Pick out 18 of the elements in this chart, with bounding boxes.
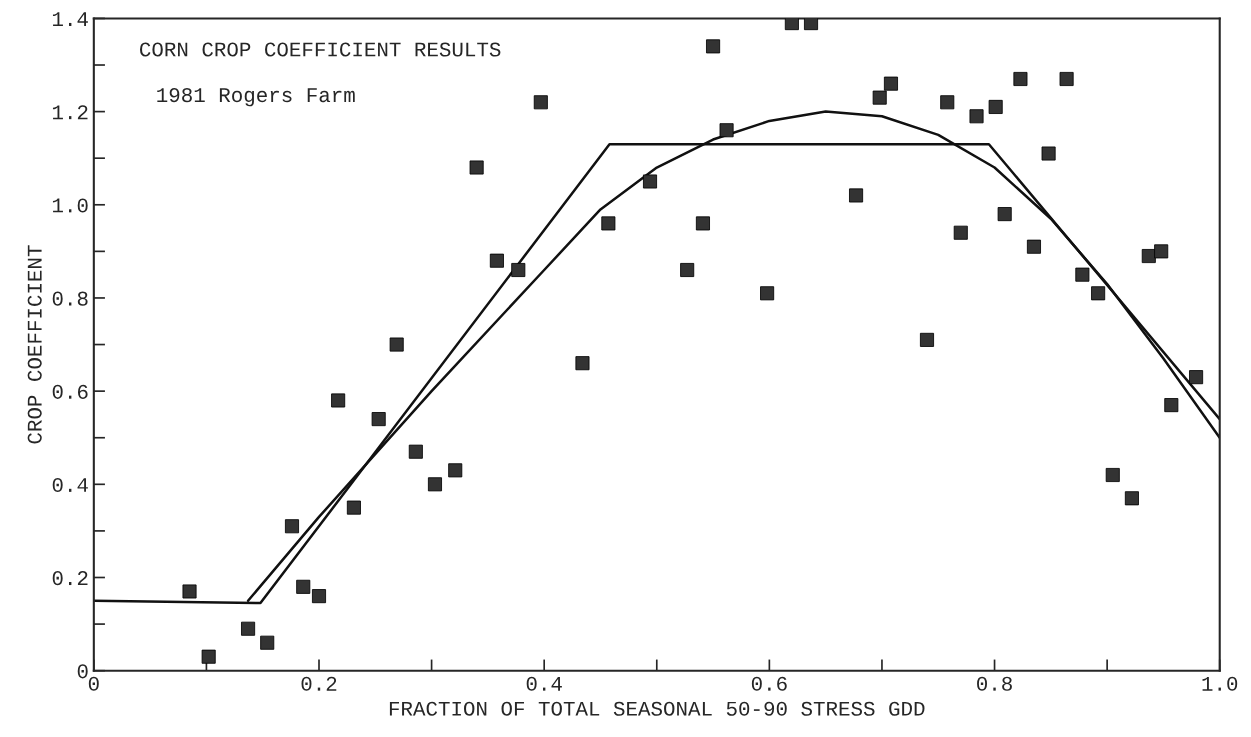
y-tick-label: 0.4 [52, 477, 88, 493]
x-tick-label: 0.4 [526, 676, 562, 691]
y-tick-label: 1.2 [52, 105, 88, 120]
annotation: 1981 Rogers Farm [157, 88, 355, 107]
y-tick-label: 0 [77, 664, 88, 679]
y-tick-label: 0.6 [52, 384, 88, 399]
x-tick-label: 0.2 [301, 676, 337, 691]
x-tick-label: 0.8 [977, 676, 1012, 691]
text: CORN CROP COEFFICIENT RESULTS [140, 42, 501, 57]
x-tick-label: 0.6 [751, 676, 787, 691]
x-tick-label: 1.0 [1202, 676, 1238, 691]
y-axis-title: CROP COEFFICIENT [27, 245, 42, 444]
y-tick-label: 0.2 [52, 571, 88, 586]
y-tick-label: 0.8 [52, 291, 88, 306]
x-axis-title: FRACTION OF TOTAL SEASONAL 50-90 STRESS GDD [389, 701, 925, 716]
x-tick-label: 0 [88, 676, 99, 691]
y-tick-label: 1.4 [52, 12, 88, 26]
y-tick-label: 1.0 [52, 198, 88, 213]
